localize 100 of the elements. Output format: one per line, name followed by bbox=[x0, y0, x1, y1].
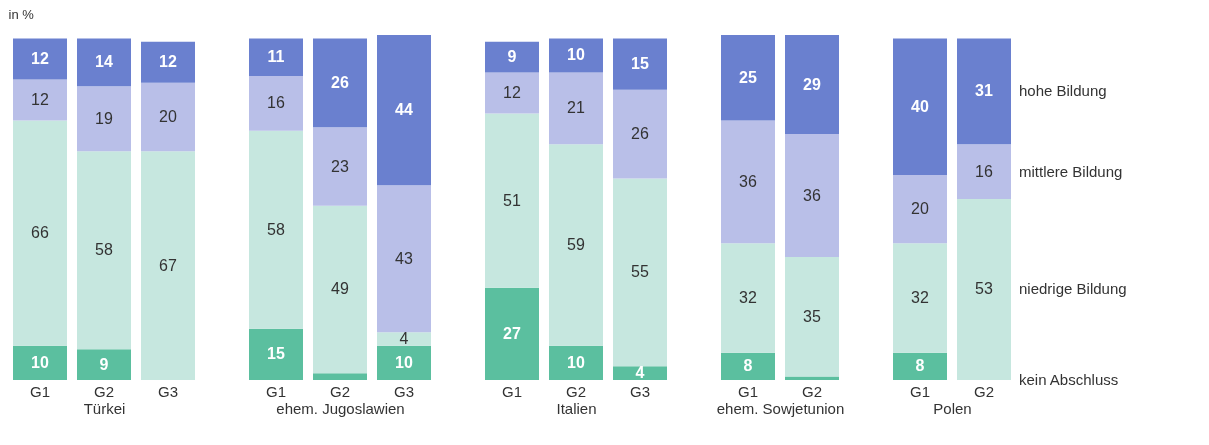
bar bbox=[957, 38, 1011, 145]
bar bbox=[613, 89, 667, 179]
data-label: 36 bbox=[739, 172, 757, 190]
data-label: 44 bbox=[395, 101, 413, 119]
data-label: 40 bbox=[911, 97, 929, 115]
bar bbox=[721, 120, 775, 244]
data-label: 15 bbox=[631, 55, 649, 73]
data-label: 19 bbox=[95, 109, 113, 127]
data-label: 11 bbox=[267, 48, 285, 66]
data-label: 10 bbox=[395, 353, 413, 371]
data-label: 8 bbox=[743, 357, 753, 375]
x-tick-label: G2 bbox=[93, 382, 115, 400]
bar bbox=[485, 287, 539, 380]
data-label: 12 bbox=[503, 84, 521, 102]
data-label: 32 bbox=[911, 289, 929, 307]
bar bbox=[485, 113, 539, 288]
data-label: 32 bbox=[739, 289, 757, 307]
bar bbox=[249, 328, 303, 380]
bar bbox=[313, 373, 367, 380]
data-label: 16 bbox=[975, 162, 993, 180]
bar bbox=[77, 38, 131, 87]
data-label: 4 bbox=[635, 364, 645, 382]
bar bbox=[77, 86, 131, 152]
bar bbox=[313, 127, 367, 206]
data-label: 14 bbox=[95, 53, 113, 71]
bar bbox=[141, 82, 195, 152]
x-tick-label: G1 bbox=[265, 382, 287, 400]
bar bbox=[785, 35, 839, 135]
x-tick-label: G1 bbox=[29, 382, 51, 400]
data-label: 9 bbox=[507, 48, 517, 66]
data-label: 12 bbox=[31, 90, 49, 108]
bar bbox=[13, 79, 67, 121]
bar bbox=[893, 352, 947, 380]
x-tick-label: G1 bbox=[501, 382, 523, 400]
data-label: 58 bbox=[267, 220, 285, 238]
bar bbox=[721, 35, 775, 121]
bar bbox=[893, 38, 947, 176]
bar bbox=[613, 38, 667, 90]
bar bbox=[721, 352, 775, 380]
series-label: mittlere Bildung bbox=[1019, 162, 1123, 180]
data-label: 23 bbox=[331, 157, 349, 175]
data-label: 10 bbox=[31, 353, 49, 371]
bar bbox=[785, 134, 839, 258]
bar bbox=[549, 72, 603, 145]
data-label: 43 bbox=[395, 249, 413, 267]
bar bbox=[77, 349, 131, 380]
x-tick-label: G2 bbox=[801, 382, 823, 400]
bar bbox=[549, 38, 603, 73]
x-tick-label: G3 bbox=[629, 382, 651, 400]
data-label: 36 bbox=[803, 186, 821, 204]
x-axis-title: Polen bbox=[933, 399, 972, 417]
text: kein Abschluss bbox=[1019, 371, 1119, 388]
x-tick-label: G1 bbox=[737, 382, 759, 400]
bar bbox=[141, 41, 195, 83]
data-label: 8 bbox=[915, 357, 925, 375]
x-axis-title: ehem. Sowjetunion bbox=[716, 399, 845, 417]
data-label: 25 bbox=[739, 68, 757, 86]
bar bbox=[77, 151, 131, 350]
bar bbox=[957, 198, 1011, 380]
bar bbox=[485, 72, 539, 114]
data-label: 29 bbox=[803, 75, 821, 93]
data-label: 10 bbox=[567, 46, 585, 64]
bar bbox=[141, 151, 195, 380]
bar bbox=[893, 175, 947, 244]
bar bbox=[957, 144, 1011, 199]
data-label: 55 bbox=[631, 263, 649, 281]
bar bbox=[313, 205, 367, 374]
bar bbox=[549, 345, 603, 380]
x-tick-label: G2 bbox=[329, 382, 351, 400]
bar bbox=[377, 345, 431, 380]
series-label: hohe Bildung bbox=[1019, 82, 1107, 100]
data-label: 16 bbox=[267, 94, 285, 112]
bar bbox=[13, 345, 67, 380]
bar bbox=[249, 75, 303, 131]
data-label: 27 bbox=[503, 324, 521, 342]
data-label: 59 bbox=[567, 236, 585, 254]
bar bbox=[313, 38, 367, 128]
data-label: 26 bbox=[631, 125, 649, 143]
data-label: 9 bbox=[99, 355, 109, 373]
data-label: 12 bbox=[159, 53, 177, 71]
data-label: 12 bbox=[31, 49, 49, 67]
bar bbox=[721, 243, 775, 353]
bar bbox=[377, 185, 431, 333]
x-axis-title: ehem. Jugoslawien bbox=[276, 399, 405, 417]
data-label: 26 bbox=[331, 73, 349, 91]
bar bbox=[785, 257, 839, 377]
bar bbox=[613, 178, 667, 367]
bar bbox=[893, 243, 947, 353]
data-label: 51 bbox=[503, 191, 521, 209]
x-tick-label: G2 bbox=[565, 382, 587, 400]
data-label: 20 bbox=[911, 200, 929, 218]
bar bbox=[613, 366, 667, 380]
series-label: niedrige Bildung bbox=[1019, 280, 1127, 298]
bar bbox=[13, 120, 67, 346]
bar bbox=[249, 130, 303, 329]
data-label: 15 bbox=[267, 345, 285, 363]
data-label: 10 bbox=[567, 353, 585, 371]
x-tick-label: G3 bbox=[157, 382, 179, 400]
data-label: 67 bbox=[159, 256, 177, 274]
data-label: 35 bbox=[803, 307, 821, 325]
